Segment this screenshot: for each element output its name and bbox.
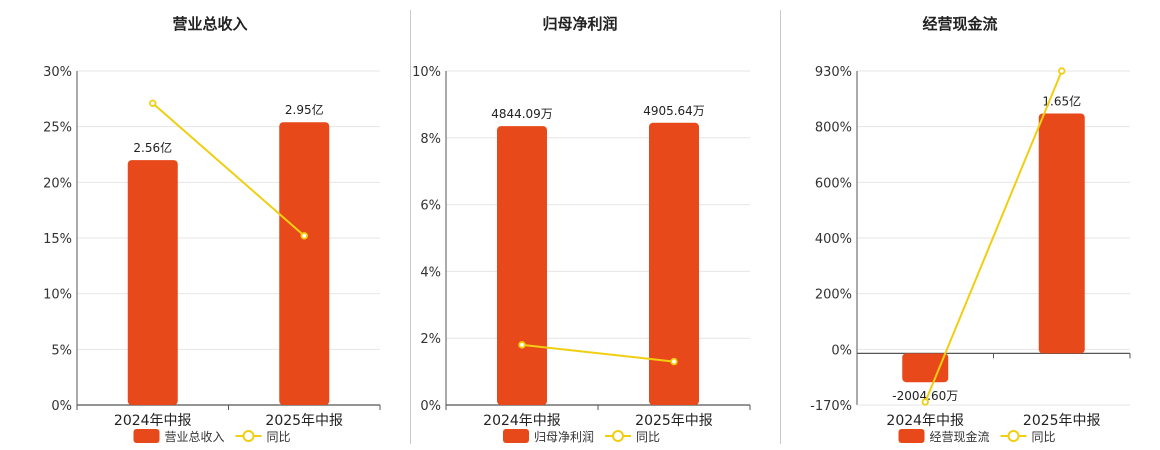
y-tick-label: 930% [815,65,852,80]
x-tick-label: 2025年中报 [1023,413,1101,429]
y-tick-label: 8% [420,132,441,147]
panel-title-revenue: 营业总收入 [172,15,248,33]
y-tick-label: 0% [831,343,852,358]
yoy-line [152,102,305,237]
x-tick-label: 2024年中报 [483,413,561,429]
yoy-point [921,398,929,406]
yoy-point [300,232,308,240]
y-tick-label: 4% [420,265,441,280]
y-tick-label: 25% [43,121,72,136]
legend-swatch-bar [898,429,925,443]
panel-divider [410,10,411,444]
y-tick-label: 10% [412,65,441,80]
legend-label-bar: 经营现金流 [930,429,990,444]
y-tick-label: 0% [420,399,441,414]
legend-swatch-bar [133,429,160,443]
x-tick-label: 2025年中报 [265,413,343,429]
y-tick-label: 400% [815,232,852,247]
bar [497,126,547,406]
legend-label-bar: 归母净利润 [534,430,594,444]
legend-label-line: 同比 [636,430,660,444]
yoy-point [670,357,678,366]
bar [279,122,330,406]
data-label: 4844.09万 [491,107,553,121]
y-tick-label: 20% [43,176,72,191]
bar [902,353,949,383]
y-tick-label: 5% [51,343,72,358]
y-tick-label: 200% [815,288,852,303]
yoy-point [1058,67,1066,75]
data-label: 4905.64万 [643,104,705,118]
yoy-point [518,341,526,349]
legend-swatch-line-marker [242,430,255,442]
y-tick-label: 10% [43,288,72,303]
y-tick-label: 15% [43,232,72,247]
data-label: 2.95亿 [285,102,324,117]
panel-title-net-profit: 归母净利润 [542,15,618,33]
yoy-line [924,70,1063,403]
yoy-point [149,99,157,107]
legend-swatch-line-marker [612,430,624,442]
y-tick-label: 30% [43,65,72,80]
panel-title-cash-flow: 经营现金流 [922,15,998,33]
x-tick-label: 2024年中报 [886,413,964,429]
bar [127,160,178,405]
y-tick-label: 800% [815,121,852,136]
bar [649,122,699,406]
data-label: 2.56亿 [133,140,172,155]
x-tick-label: 2025年中报 [635,413,713,429]
legend-label-line: 同比 [267,430,291,444]
y-tick-label: 600% [815,176,852,191]
y-tick-label: 6% [420,199,441,214]
data-label: -2004.60万 [892,389,958,403]
yoy-line [521,343,675,363]
bar [1038,113,1085,354]
x-tick-label: 2024年中报 [114,413,192,429]
y-tick-label: 2% [420,332,441,347]
y-tick-label: 0% [51,399,72,414]
legend-label-line: 同比 [1032,430,1056,444]
legend-swatch-bar [503,429,529,443]
data-label: 1.65亿 [1042,94,1081,109]
legend-swatch-line-marker [1007,430,1020,442]
panel-divider [780,10,781,444]
legend-label-bar: 营业总收入 [165,430,225,444]
y-tick-label: -170% [810,399,852,414]
